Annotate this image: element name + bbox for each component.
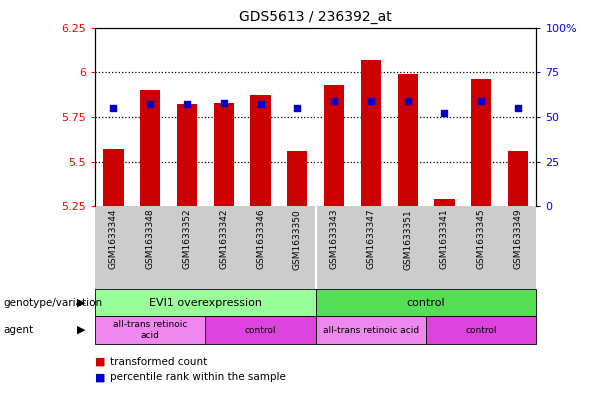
Point <box>329 98 339 104</box>
Text: all-trans retinoic
acid: all-trans retinoic acid <box>113 320 188 340</box>
Text: control: control <box>406 298 446 308</box>
Text: GSM1633345: GSM1633345 <box>477 209 485 270</box>
Text: GSM1633341: GSM1633341 <box>440 209 449 270</box>
Bar <box>95 289 316 316</box>
Bar <box>435 199 455 206</box>
Bar <box>287 151 308 206</box>
Bar <box>324 85 345 206</box>
Text: ■: ■ <box>95 372 105 382</box>
Bar <box>316 289 536 316</box>
Text: GSM1633342: GSM1633342 <box>219 209 228 269</box>
Bar <box>214 103 234 206</box>
Text: GSM1633343: GSM1633343 <box>330 209 338 270</box>
Text: GSM1633349: GSM1633349 <box>514 209 522 270</box>
Text: GSM1633347: GSM1633347 <box>367 209 375 270</box>
Point <box>145 101 155 108</box>
Bar <box>398 74 418 206</box>
Text: all-trans retinoic acid: all-trans retinoic acid <box>323 326 419 334</box>
Bar <box>471 79 492 206</box>
Bar <box>95 316 205 344</box>
Text: agent: agent <box>3 325 33 335</box>
Point <box>403 98 413 104</box>
Text: GSM1633350: GSM1633350 <box>293 209 302 270</box>
Text: GSM1633348: GSM1633348 <box>146 209 154 270</box>
Point <box>440 110 449 116</box>
Text: percentile rank within the sample: percentile rank within the sample <box>110 372 286 382</box>
Text: ■: ■ <box>95 356 105 367</box>
Point <box>219 99 229 106</box>
Text: GSM1633351: GSM1633351 <box>403 209 412 270</box>
Bar <box>140 90 161 206</box>
Text: GSM1633344: GSM1633344 <box>109 209 118 269</box>
Text: GSM1633346: GSM1633346 <box>256 209 265 270</box>
Point <box>256 101 265 108</box>
Bar <box>251 95 271 206</box>
Point <box>513 105 523 111</box>
Point <box>476 98 486 104</box>
Bar <box>316 316 426 344</box>
Point <box>182 101 192 108</box>
Bar <box>426 316 536 344</box>
Text: ▶: ▶ <box>77 325 86 335</box>
Bar <box>361 60 381 206</box>
Text: control: control <box>245 326 276 334</box>
Text: genotype/variation: genotype/variation <box>3 298 102 308</box>
Bar <box>177 105 197 206</box>
Text: GSM1633352: GSM1633352 <box>183 209 191 270</box>
Bar <box>103 149 124 206</box>
Text: control: control <box>465 326 497 334</box>
Bar <box>508 151 528 206</box>
Point <box>109 105 118 111</box>
Text: ▶: ▶ <box>77 298 86 308</box>
Text: transformed count: transformed count <box>110 356 208 367</box>
Point <box>292 105 302 111</box>
Text: EVI1 overexpression: EVI1 overexpression <box>149 298 262 308</box>
Point <box>366 98 376 104</box>
Title: GDS5613 / 236392_at: GDS5613 / 236392_at <box>239 10 392 24</box>
Bar <box>205 316 316 344</box>
